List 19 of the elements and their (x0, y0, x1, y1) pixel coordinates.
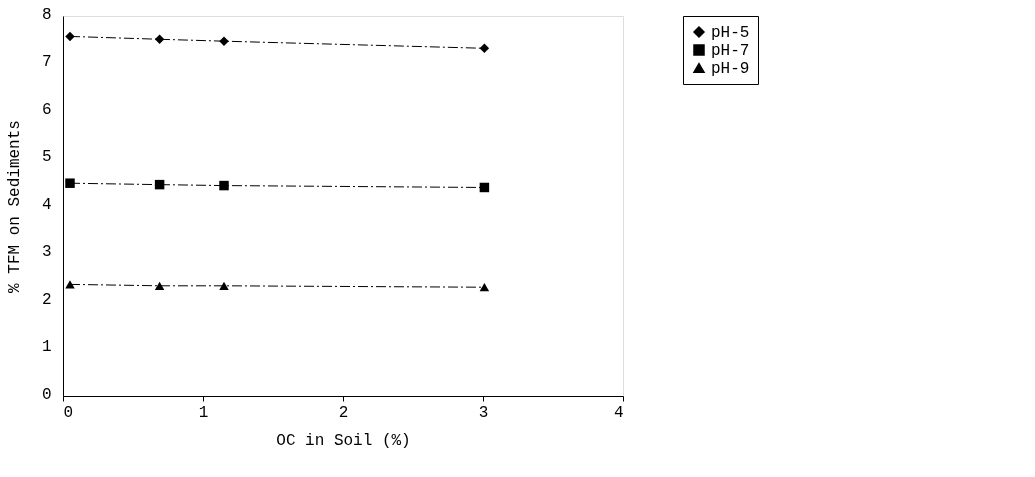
legend-label: pH-5 (711, 24, 750, 42)
y-axis-title: % TFM on Sediments (5, 120, 24, 293)
legend-label: pH-7 (711, 42, 750, 60)
x-tick-label: 4 (613, 403, 624, 422)
x-tick-label: 0 (63, 403, 74, 422)
y-tick-label: 2 (41, 290, 52, 309)
legend-label: pH-9 (711, 60, 750, 78)
x-tick-label: 3 (478, 403, 489, 422)
y-tick-label: 7 (41, 53, 52, 71)
y-tick-label: 5 (41, 148, 52, 166)
x-tick-label: 1 (198, 403, 209, 422)
y-tick-label: 6 (41, 100, 52, 119)
y-tick-label: 8 (41, 5, 52, 24)
x-tick-label: 2 (338, 403, 349, 422)
x-axis-title: OC in Soil (%) (276, 431, 411, 450)
y-tick-label: 0 (41, 385, 52, 404)
y-tick-label: 4 (41, 195, 52, 214)
y-tick-label: 3 (41, 243, 52, 261)
y-tick-label: 1 (41, 338, 52, 356)
